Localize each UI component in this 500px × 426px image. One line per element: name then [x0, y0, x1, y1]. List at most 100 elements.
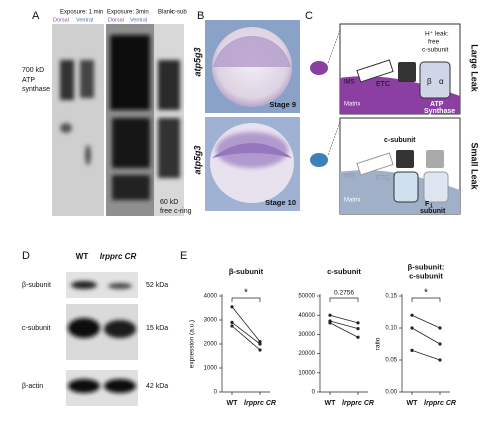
x-tick-label: WT [407, 400, 419, 407]
data-point [328, 313, 332, 317]
lane-label: Ventral [76, 17, 93, 23]
series-line [231, 306, 261, 342]
x-tick-label: lrpprc CR [342, 400, 374, 407]
probe-label: atp5g3 [192, 145, 202, 174]
y-tick-label: 40000 [298, 313, 315, 319]
chart-title: β-subunit [229, 267, 264, 276]
diagram-label: IMS [344, 80, 355, 86]
c-ring [426, 150, 444, 168]
significance-bracket [329, 297, 359, 302]
etc-box [356, 152, 394, 176]
lane-label: Dorsal [53, 17, 69, 23]
atp-synthase [393, 171, 419, 203]
marker-label: ATP [22, 77, 35, 84]
diagram-label: H⁺ leak: [425, 31, 449, 38]
panel-label: D [22, 250, 30, 262]
data-point [258, 348, 262, 352]
panel-label: A [32, 10, 40, 22]
diagram-label: ETC [376, 81, 390, 88]
diagram-label: subunit [420, 208, 446, 215]
atp-synthase [419, 61, 451, 99]
condition-label: Small Leak [470, 142, 480, 190]
lane-label: WT [76, 252, 89, 261]
diagram-label: α [439, 77, 444, 86]
y-tick-label: 30000 [298, 332, 315, 338]
y-axis-label: ratio [375, 337, 382, 350]
blot [52, 24, 104, 216]
lane-label: Ventral [130, 17, 147, 23]
series-line [329, 322, 359, 338]
row-label: β-actin [22, 383, 43, 390]
diagram-label: β [427, 77, 432, 86]
chart-title: c-subunit [409, 271, 443, 280]
lane-label: lrpprc CR [100, 252, 137, 261]
data-point [410, 326, 414, 330]
y-tick-label: 1000 [204, 366, 218, 372]
series-line [411, 314, 441, 329]
data-point [230, 320, 234, 324]
size-label: 15 kDa [146, 325, 168, 332]
y-tick-label: 0.00 [385, 390, 397, 396]
data-point [230, 305, 234, 309]
diagram-label: Matrix [344, 102, 360, 108]
series-line [411, 350, 441, 361]
x-tick-label: WT [325, 400, 337, 407]
mito-icon [310, 153, 328, 167]
data-point [356, 321, 360, 325]
size-label: 42 kDa [146, 383, 168, 390]
diagram-label: ETC [376, 175, 390, 182]
data-point [438, 342, 442, 346]
y-tick-label: 4000 [204, 294, 218, 300]
chart-title: c-subunit [327, 267, 361, 276]
y-tick-label: 0 [214, 390, 218, 396]
mito-icon [310, 61, 328, 75]
panel-label: B [197, 10, 204, 22]
etc-box [356, 59, 394, 83]
blot-bands [68, 281, 136, 393]
diagram-label: ATP [430, 101, 444, 108]
diagram-label: IMS [344, 174, 355, 180]
annotation: 0.2756 [334, 290, 354, 297]
lane-label: c-sub [172, 10, 187, 16]
y-tick-label: 0 [312, 390, 316, 396]
data-point [438, 326, 442, 330]
series-line [329, 314, 359, 324]
diagram-label: Synthase [424, 108, 455, 115]
diagram-label: 1 [430, 203, 433, 209]
exposure-label: Exposure: 1 min [60, 10, 103, 16]
series-line [329, 320, 359, 330]
marker-label: 60 kD [160, 199, 178, 206]
lane-label: Dorsal [108, 17, 124, 23]
data-point [258, 340, 262, 344]
y-tick-label: 50000 [298, 294, 315, 300]
row-label: c-subunit [22, 325, 50, 332]
y-tick-label: 10000 [298, 370, 315, 376]
diagram-label: F [425, 201, 430, 208]
significance-bracket [411, 297, 441, 302]
embryo-stain [213, 35, 291, 67]
diagram-label: free [428, 39, 440, 46]
x-tick-label: lrpprc CR [424, 400, 456, 407]
data-point [410, 313, 414, 317]
data-point [356, 335, 360, 339]
panel-label: E [180, 250, 187, 262]
blot-bands [60, 35, 180, 200]
charts: β-subunit expression (a.u.) 0 1000 2000 3000 4… [189, 262, 456, 406]
y-tick-label: 3000 [204, 318, 218, 324]
series-line [231, 325, 261, 351]
y-tick-label: 0.15 [385, 294, 397, 300]
marker-label: free c-ring [160, 208, 192, 215]
marker-label: 700 kD [22, 67, 44, 74]
matrix-area [340, 76, 460, 114]
data-point [438, 358, 442, 362]
size-label: 52 kDa [146, 282, 168, 289]
stage-label: Stage 9 [269, 100, 296, 109]
panel-label: C [305, 10, 313, 22]
annotation: * [244, 288, 248, 299]
chart-title: β-subunit: [408, 262, 445, 271]
y-tick-label: 0.05 [385, 358, 397, 364]
y-tick-label: 2000 [204, 342, 218, 348]
x-tick-label: WT [227, 400, 239, 407]
